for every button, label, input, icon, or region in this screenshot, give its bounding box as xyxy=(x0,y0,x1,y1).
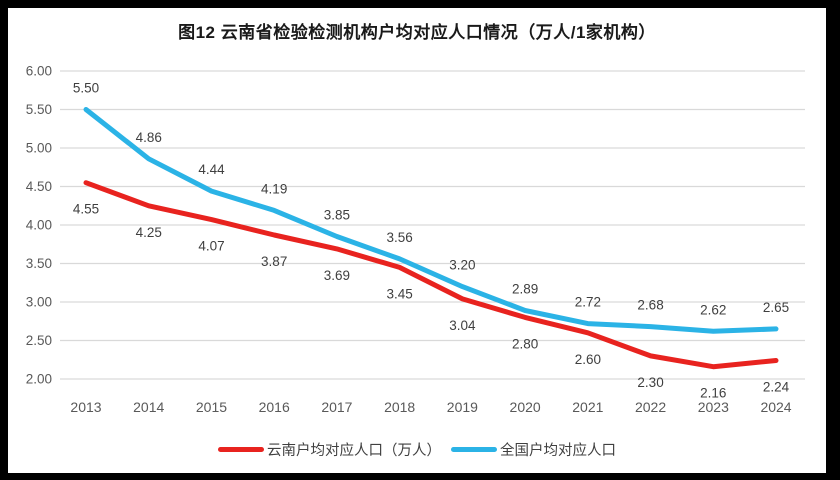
legend-item-yunnan[interactable]: 云南户均对应人口（万人） xyxy=(218,439,441,460)
series-line-0[interactable] xyxy=(83,180,779,370)
x-axis-tick-label: 2017 xyxy=(321,399,352,415)
chart-legend: 云南户均对应人口（万人） 全国户均对应人口 xyxy=(8,439,826,460)
data-label: 4.25 xyxy=(136,225,162,240)
y-axis-tick-label: 6.00 xyxy=(26,64,52,79)
data-label: 4.86 xyxy=(136,130,162,145)
x-axis-tick-label: 2014 xyxy=(133,399,164,415)
data-label: 3.87 xyxy=(261,254,287,269)
data-label: 3.85 xyxy=(324,208,350,223)
data-label: 2.72 xyxy=(575,295,601,310)
data-label: 3.20 xyxy=(449,258,475,273)
data-label: 2.24 xyxy=(763,380,790,395)
y-axis-tick-label: 2.50 xyxy=(26,333,52,348)
data-label: 3.69 xyxy=(324,268,350,283)
series-line-1[interactable] xyxy=(83,107,779,334)
x-axis-tick-label: 2016 xyxy=(259,399,290,415)
x-axis-tick-label: 2018 xyxy=(384,399,415,415)
chart-panel: 图12 云南省检验检测机构户均对应人口情况（万人/1家机构） 6.00 5.50 5… xyxy=(8,8,826,473)
x-axis-tick-label: 2022 xyxy=(635,399,666,415)
data-label: 2.65 xyxy=(763,300,789,315)
y-axis-tick-label: 3.50 xyxy=(26,256,52,271)
y-axis-tick-label: 5.00 xyxy=(26,141,52,156)
data-label: 2.89 xyxy=(512,281,538,296)
data-label: 3.56 xyxy=(387,230,413,245)
data-label: 2.60 xyxy=(575,352,601,367)
y-axis-tick-label: 3.00 xyxy=(26,295,52,310)
data-label: 3.45 xyxy=(387,286,413,301)
x-axis-tick-label: 2021 xyxy=(572,399,603,415)
x-axis-tick-label: 2019 xyxy=(447,399,478,415)
chart-title: 图12 云南省检验检测机构户均对应人口情况（万人/1家机构） xyxy=(178,23,656,42)
data-label: 2.16 xyxy=(700,386,726,401)
y-axis-tick-label: 2.00 xyxy=(26,372,52,387)
x-axis-tick-label: 2015 xyxy=(196,399,227,415)
data-label: 3.04 xyxy=(449,318,476,333)
line-chart: 6.00 5.50 5.00 4.50 4.00 3.50 3.00 2.50 2.00 2013… xyxy=(26,64,805,415)
yunnan-line-swatch-icon xyxy=(218,447,264,452)
data-label: 4.44 xyxy=(198,162,225,177)
data-label: 4.55 xyxy=(73,202,99,217)
legend-item-national[interactable]: 全国户均对应人口 xyxy=(451,439,616,460)
data-label: 2.80 xyxy=(512,336,538,351)
data-label: 4.07 xyxy=(198,239,224,254)
x-axis-tick-label: 2020 xyxy=(510,399,541,415)
y-axis-tick-label: 4.00 xyxy=(26,218,52,233)
data-label: 5.50 xyxy=(73,81,99,96)
y-axis-tick-label: 5.50 xyxy=(26,102,52,117)
x-axis-tick-label: 2023 xyxy=(698,399,729,415)
data-label: 2.62 xyxy=(700,302,726,317)
legend-label-yunnan: 云南户均对应人口（万人） xyxy=(267,443,441,459)
data-label: 2.30 xyxy=(637,375,663,390)
x-axis-tick-label: 2024 xyxy=(760,399,791,415)
y-axis-tick-label: 4.50 xyxy=(26,179,52,194)
x-axis-tick-label: 2013 xyxy=(70,399,101,415)
national-line-swatch-icon xyxy=(451,447,497,452)
data-label: 4.19 xyxy=(261,181,287,196)
data-label: 2.68 xyxy=(637,298,663,313)
legend-label-national: 全国户均对应人口 xyxy=(500,443,616,459)
